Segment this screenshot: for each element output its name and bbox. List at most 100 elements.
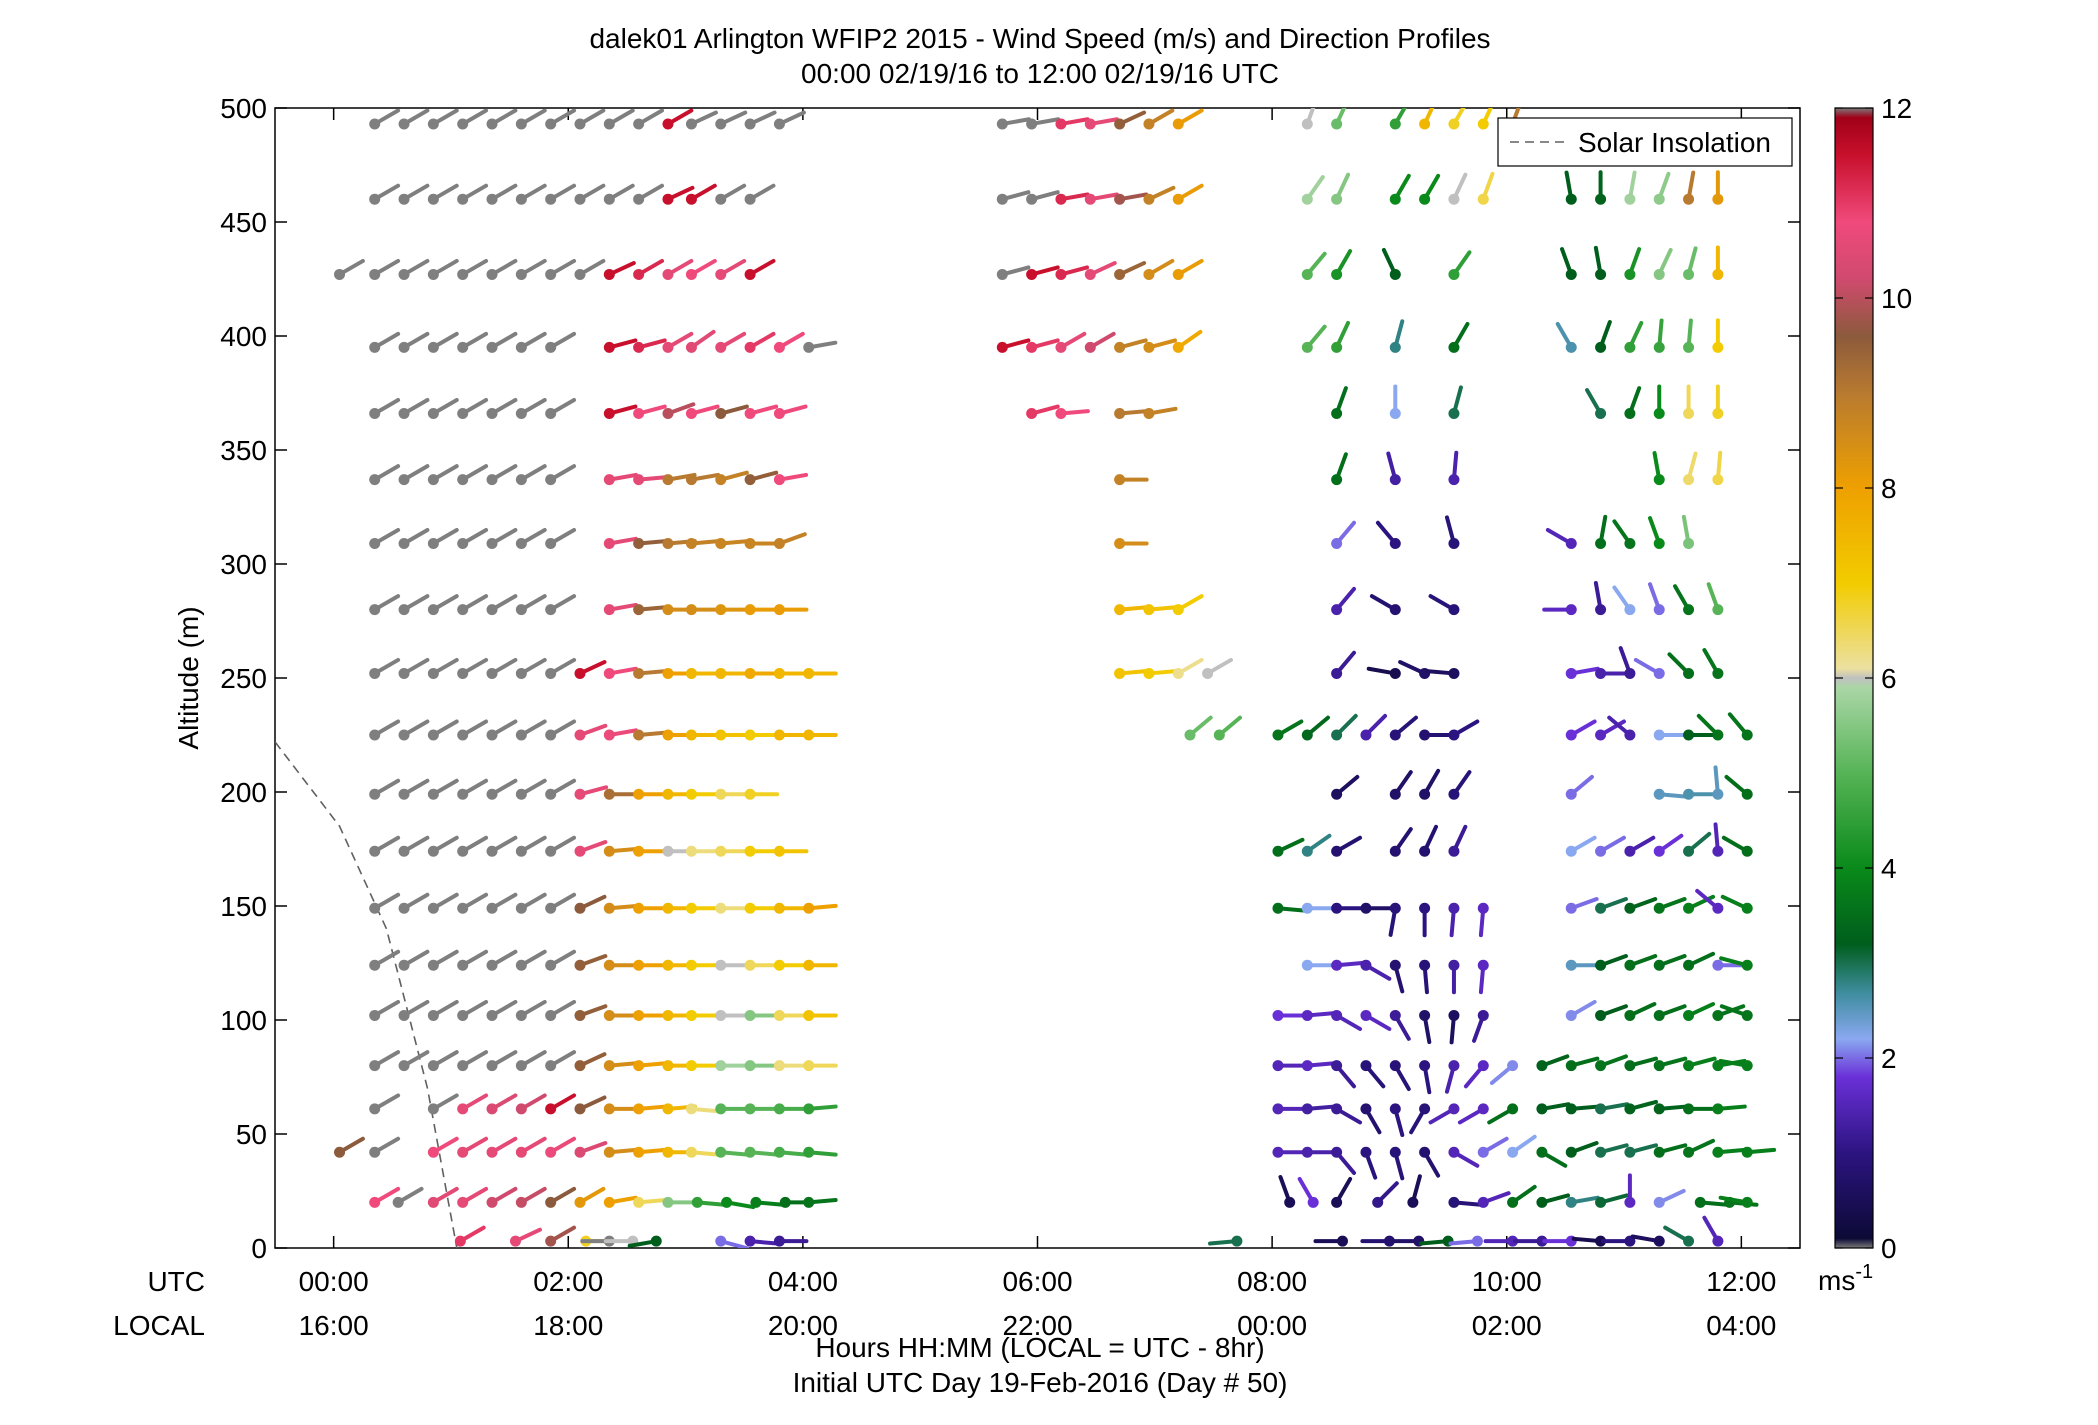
wind-barb-head [1301, 1009, 1313, 1021]
wind-barb-head [457, 788, 469, 800]
wind-barb [1565, 774, 1594, 800]
chart-title: dalek01 Arlington WFIP2 2015 - Wind Spee… [589, 23, 1490, 54]
wind-barb-head [1301, 959, 1313, 971]
wind-barb [574, 785, 609, 800]
wind-barb-head [545, 1235, 557, 1247]
wind-barb-head [486, 474, 498, 486]
wind-barb-head [773, 408, 785, 420]
wind-barb [515, 999, 547, 1021]
wind-barb-head [1595, 729, 1607, 741]
wind-barb-head [1084, 193, 1096, 205]
wind-barb [1331, 902, 1366, 914]
wind-barb-head [1653, 341, 1665, 353]
wind-barb-head [1301, 341, 1313, 353]
wind-barb [1419, 729, 1454, 741]
wind-barb-head [1477, 1196, 1489, 1208]
wind-barb-head [369, 729, 381, 741]
wind-barb [1463, 1060, 1489, 1089]
wind-barb [427, 183, 459, 205]
wind-barb-head [1389, 408, 1401, 420]
wind-barb [1331, 774, 1360, 800]
wind-barb-head [398, 193, 410, 205]
wind-barb [633, 108, 665, 130]
wind-barb [1419, 173, 1441, 205]
wind-barb [1448, 824, 1468, 857]
wind-barb [334, 258, 365, 280]
wind-barb [1419, 1146, 1441, 1178]
wind-barb [603, 1009, 639, 1021]
wind-barbs [334, 108, 1777, 1248]
wind-barb-head [1448, 604, 1460, 616]
y-tick-label: 450 [220, 207, 267, 238]
wind-barb [1055, 192, 1090, 205]
wind-barb [1448, 902, 1460, 938]
wind-barb [1360, 713, 1388, 741]
wind-barb-head [1477, 1009, 1489, 1021]
wind-barb-head [744, 1146, 756, 1158]
wind-barb [744, 1009, 780, 1021]
wind-barb [744, 258, 776, 280]
wind-barb-head [457, 1146, 469, 1158]
wind-barb [1683, 318, 1695, 353]
wind-barb [1301, 902, 1337, 914]
wind-barb-head [1448, 902, 1460, 914]
wind-barb [1184, 715, 1213, 741]
wind-barb [1026, 190, 1060, 205]
wind-barb-head [744, 474, 756, 486]
wind-barb [685, 1060, 721, 1072]
wind-barb [1172, 594, 1204, 616]
wind-barb [398, 398, 430, 420]
wind-barb-head [685, 118, 697, 130]
wind-barb [603, 788, 639, 800]
wind-barb-head [398, 667, 410, 679]
wind-barb [1301, 959, 1337, 971]
wind-barb [1624, 170, 1637, 205]
wind-barb [685, 845, 721, 857]
wind-barb-head [457, 118, 469, 130]
wind-barb-head [1565, 902, 1577, 914]
wind-barb-head [1419, 845, 1431, 857]
wind-barb-head [369, 118, 381, 130]
wind-barb-head [996, 118, 1008, 130]
wind-barb-head [457, 193, 469, 205]
wind-barb-head [1301, 193, 1313, 205]
wind-barb-head [1143, 604, 1155, 616]
wind-barb [1712, 384, 1724, 420]
wind-barb-head [685, 729, 697, 741]
x-axis-sublabel: Initial UTC Day 19-Feb-2016 (Day # 50) [793, 1367, 1288, 1398]
wind-barb [685, 959, 721, 971]
wind-barb [1653, 1103, 1689, 1115]
wind-barb [1487, 1103, 1519, 1125]
wind-barb [1114, 261, 1147, 280]
wind-barb-head [603, 1196, 615, 1208]
wind-barb-head [1301, 1103, 1313, 1115]
wind-barb-head [1448, 408, 1460, 420]
wind-barb-head [1184, 729, 1196, 741]
y-tick-label: 300 [220, 549, 267, 580]
wind-barb-head [1084, 118, 1096, 130]
wind-barb [1360, 1009, 1392, 1031]
wind-barb [603, 902, 639, 914]
wind-barb-head [685, 408, 697, 420]
wind-barb-head [1213, 729, 1225, 741]
wind-barb-head [744, 788, 756, 800]
wind-barb [1565, 1056, 1600, 1072]
wind-barb-head [1114, 118, 1126, 130]
wind-barb-head [773, 1146, 785, 1158]
wind-barb [486, 258, 518, 280]
wind-barb-head [662, 845, 674, 857]
colorbar-unit: ms-1 [1818, 1261, 1873, 1296]
wind-barb-head [1172, 193, 1184, 205]
wind-barb [1331, 452, 1348, 486]
wind-barb [1419, 824, 1439, 857]
wind-barb [1331, 108, 1347, 130]
wind-barb [1683, 384, 1695, 420]
wind-barb [803, 729, 838, 741]
wind-barb [1419, 959, 1431, 995]
wind-barb [1565, 719, 1597, 741]
wind-barb-head [1595, 341, 1607, 353]
wind-barb [369, 719, 401, 741]
wind-barb [486, 464, 518, 486]
wind-barb-head [369, 1196, 381, 1208]
wind-barb [1297, 1177, 1319, 1208]
